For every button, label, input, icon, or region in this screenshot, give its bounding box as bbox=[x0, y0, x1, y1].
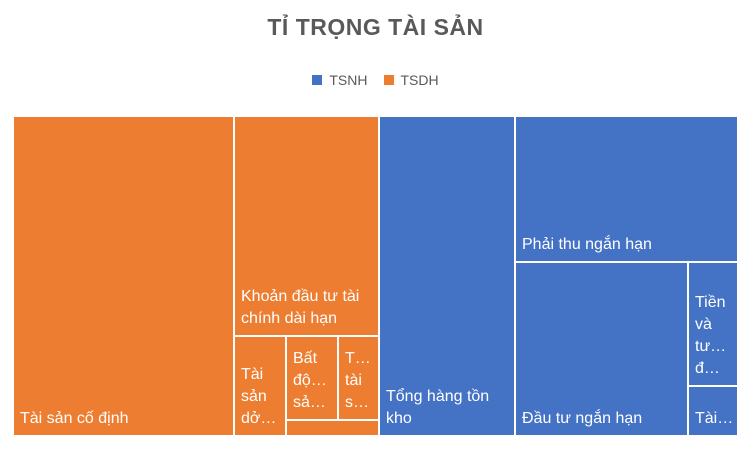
treemap-cell[interactable]: Khoản đầu tư tài chính dài hạn bbox=[234, 116, 379, 336]
treemap-cell-label: Tổng hàng tồn kho bbox=[386, 388, 490, 427]
treemap-cell-label: Đầu tư ngắn hạn bbox=[522, 410, 643, 427]
treemap-cell[interactable]: Tài sản cố định bbox=[13, 116, 234, 436]
treemap-cell[interactable]: Phải thu ngắn hạn bbox=[515, 116, 738, 262]
legend-swatch-tsnh bbox=[312, 75, 323, 85]
treemap-cell[interactable]: Đầu tư ngắn hạn bbox=[515, 262, 688, 436]
treemap-cell[interactable]: Tài sản dở… bbox=[234, 336, 286, 436]
treemap-cell[interactable] bbox=[286, 420, 379, 436]
treemap-cell-label: Bất độ… sả… bbox=[293, 350, 327, 411]
treemap-cell-label: Tài… bbox=[695, 410, 734, 427]
treemap-cell-label: Khoản đầu tư tài chính dài hạn bbox=[241, 288, 360, 327]
chart-legend: TSNH TSDH bbox=[0, 72, 751, 88]
treemap-cell[interactable]: Tiền và tư… đ… bbox=[688, 262, 738, 386]
legend-label-tsdh: TSDH bbox=[400, 72, 439, 88]
treemap-cell[interactable]: Tài… bbox=[688, 386, 738, 436]
chart-title: TỈ TRỌNG TÀI SẢN bbox=[267, 14, 484, 40]
treemap-cell-label: Phải thu ngắn hạn bbox=[522, 236, 652, 253]
treemap-cell[interactable]: T… tài s… bbox=[338, 336, 379, 420]
legend-swatch-tsdh bbox=[383, 75, 394, 85]
legend-item-tsnh: TSNH bbox=[312, 72, 368, 88]
treemap-cell-label: Tiền và tư… đ… bbox=[695, 294, 727, 377]
treemap-cell-label: T… tài s… bbox=[345, 350, 371, 411]
treemap-cell-label: Tài sản dở… bbox=[241, 366, 277, 427]
legend-item-tsdh: TSDH bbox=[383, 72, 439, 88]
legend-label-tsnh: TSNH bbox=[329, 72, 368, 88]
treemap-cell[interactable]: Bất độ… sả… bbox=[286, 336, 338, 420]
treemap-cell-label: Tài sản cố định bbox=[20, 410, 129, 427]
treemap-cell[interactable]: Tổng hàng tồn kho bbox=[379, 116, 515, 436]
